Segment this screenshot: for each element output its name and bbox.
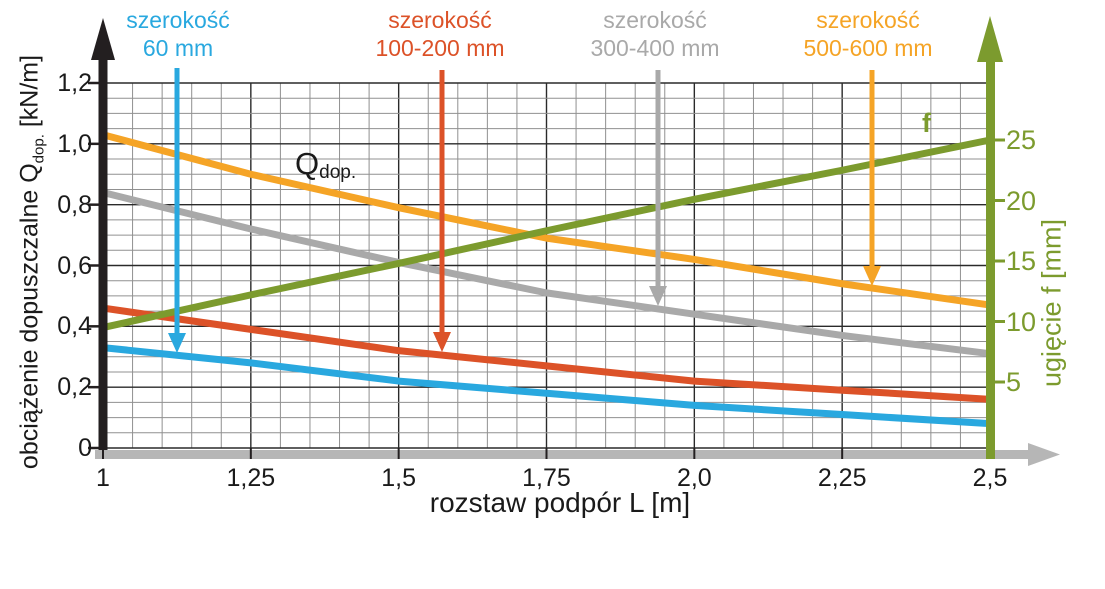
curve-300-400mm [99,189,994,358]
y-left-tick-label: 0,8 [57,190,92,219]
f-curve-label: f [922,108,931,138]
series-label-line2: 100-200 mm [375,35,505,61]
y-left-tick-label: 0,2 [57,373,92,402]
annotation-arrow-head [433,332,451,352]
x-tick-label: 1 [96,464,110,492]
y-right-tick-label: 10 [1006,306,1037,337]
series-label-500-600mm: szerokość 500-600 mm [758,6,978,62]
series-label-line1: szerokość [816,7,920,33]
x-tick-label: 1,5 [381,464,417,492]
series-label-60mm: szerokość 60 mm [68,6,288,62]
y-right-tick-label: 15 [1006,246,1037,276]
y-right-tick-label: 5 [1006,367,1022,397]
series-label-line2: 500-600 mm [803,35,933,61]
annotation-arrow-head [863,266,881,286]
y-right-tick-label: 25 [1006,125,1037,155]
x-axis-line [95,450,1028,459]
y-left-axis-line [98,56,108,450]
series-label-line1: szerokość [388,7,492,33]
annotation-arrow-head [168,333,186,353]
y-left-tick-label: 0,4 [57,312,92,341]
series-label-100-200mm: szerokość 100-200 mm [330,6,550,62]
y-right-axis-arrow [977,16,1003,62]
x-tick-label: 2,5 [972,464,1008,492]
y-left-tick-label: 1,2 [57,69,92,97]
x-axis-title: rozstaw podpór L [m] [429,487,691,518]
x-tick-label: 1,75 [522,464,571,492]
qdop-main: Q [295,146,320,181]
curve-100-200mm [99,304,994,403]
annotation-arrow-head [649,286,667,306]
curve-60mm [99,344,994,428]
series-label-line1: szerokość [603,7,707,33]
qdop-subscript: dop. [319,162,357,183]
qdop-curve-label: Qdop. [295,146,357,183]
y-left-axis-arrow [91,18,115,60]
series-label-line1: szerokość [126,7,230,33]
y-left-tick-label: 1,0 [57,129,92,158]
y-left-tick-label: 0 [78,434,92,462]
curve-f [99,136,994,332]
series-label-300-400mm: szerokość 300-400 mm [545,6,765,62]
x-tick-label: 2,0 [676,464,712,492]
y-left-tick-label: 0,6 [57,251,92,280]
y-right-tick-label: 20 [1006,185,1037,216]
series-label-line2: 60 mm [142,35,214,61]
x-tick-label: 2,25 [817,464,867,492]
series-label-line2: 300-400 mm [590,35,720,61]
y-right-axis-title: ugięcie f [mm] [1036,218,1067,388]
x-axis-arrow [1028,443,1060,466]
x-tick-label: 1,25 [226,464,276,492]
y-right-axis-line [986,56,995,459]
curve-500-600mm [99,131,994,309]
